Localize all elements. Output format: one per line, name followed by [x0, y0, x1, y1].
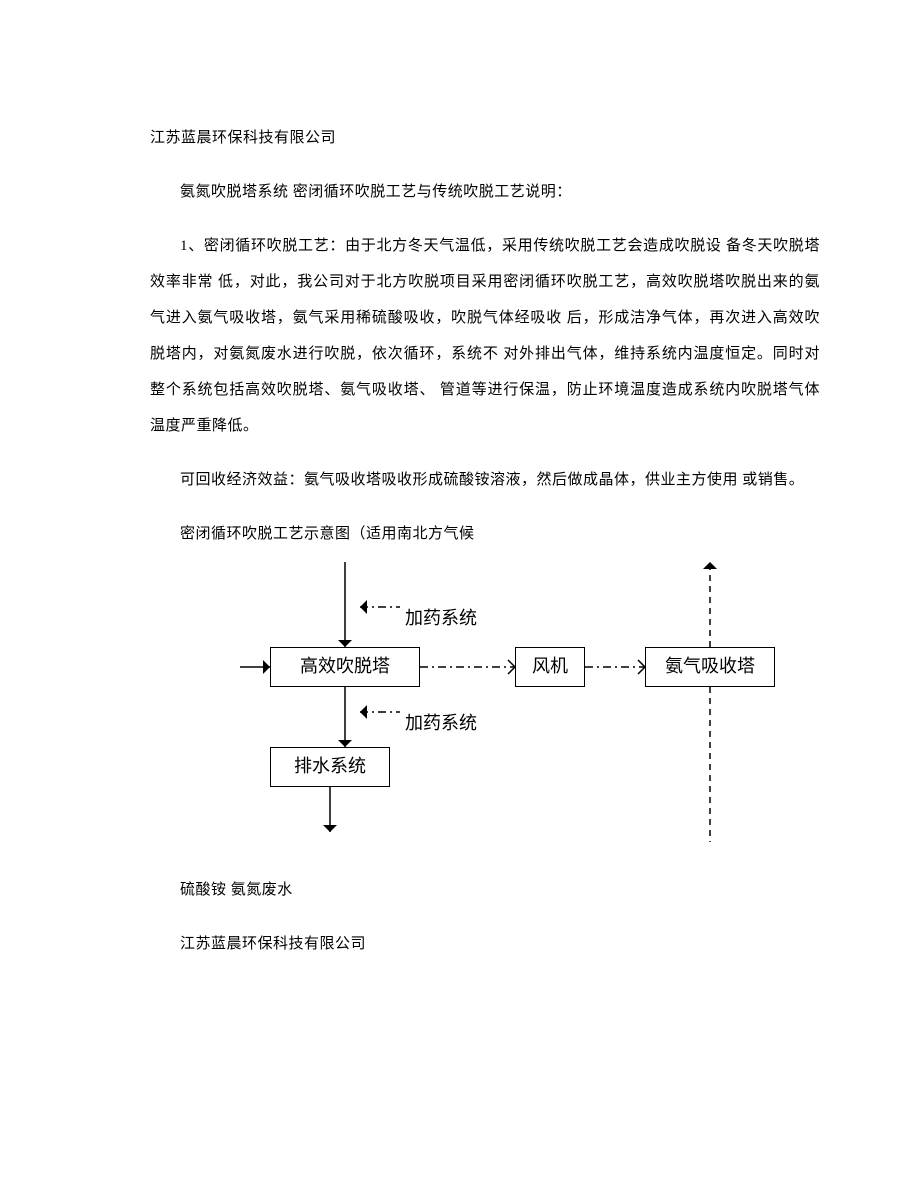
doc-title: 氨氮吹脱塔系统 密闭循环吹脱工艺与传统吹脱工艺说明：: [150, 174, 820, 210]
paragraph-3: 密闭循环吹脱工艺示意图（适用南北方气候: [150, 516, 820, 552]
flowchart-lines: [240, 562, 800, 862]
flowchart-diagram: 高效吹脱塔风机氨气吸收塔排水系统加药系统加药系统: [240, 562, 800, 862]
paragraph-4: 硫酸铵 氨氮废水: [150, 872, 820, 908]
paragraph-2: 可回收经济效益：氨气吸收塔吸收形成硫酸铵溶液，然后做成晶体，供业主方使用 或销售…: [150, 462, 820, 498]
flow-node-fan: 风机: [515, 647, 585, 687]
flow-label-1: 加药系统: [405, 702, 477, 745]
paragraph-1: 1、密闭循环吹脱工艺：由于北方冬天气温低，采用传统吹脱工艺会造成吹脱设 备冬天吹…: [150, 228, 820, 444]
document-page: 江苏蓝晨环保科技有限公司 氨氮吹脱塔系统 密闭循环吹脱工艺与传统吹脱工艺说明： …: [0, 0, 920, 962]
flow-node-drain: 排水系统: [270, 747, 390, 787]
company-footer: 江苏蓝晨环保科技有限公司: [150, 926, 820, 962]
flow-label-0: 加药系统: [405, 597, 477, 640]
flow-node-tower: 高效吹脱塔: [270, 647, 420, 687]
flow-node-absorb: 氨气吸收塔: [645, 647, 775, 687]
company-header: 江苏蓝晨环保科技有限公司: [150, 120, 820, 156]
